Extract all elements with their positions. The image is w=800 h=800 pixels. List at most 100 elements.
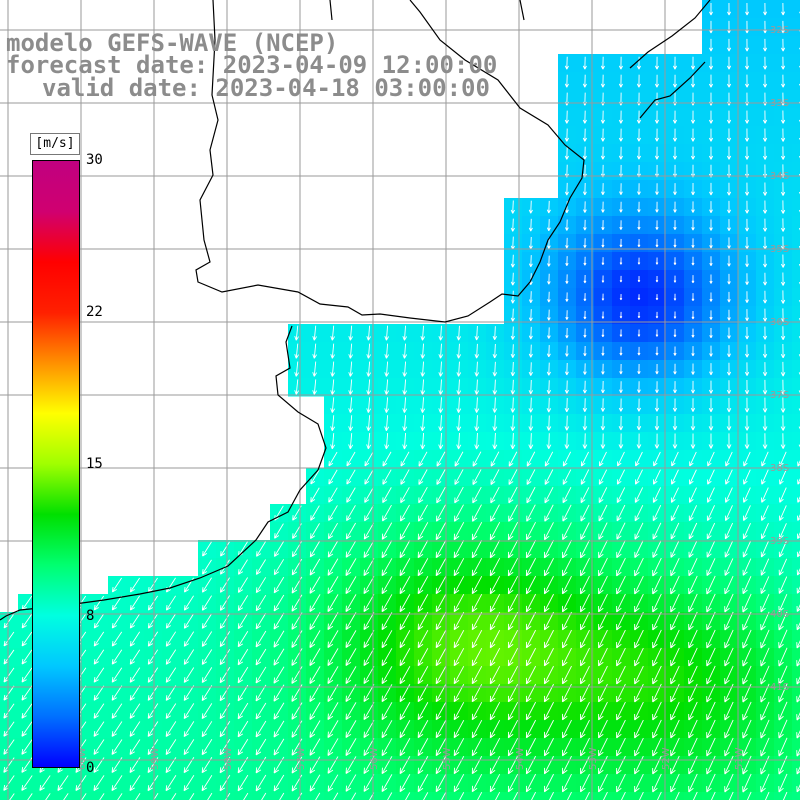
wind-arrow	[706, 540, 716, 558]
wind-arrow	[474, 432, 480, 450]
wind-arrow	[111, 721, 123, 737]
wind-arrow	[582, 415, 588, 431]
wind-arrow	[688, 719, 698, 739]
wind-arrow	[507, 719, 519, 739]
wind-arrow	[616, 755, 626, 775]
wind-arrow	[21, 613, 33, 629]
wind-arrow	[453, 666, 465, 685]
lon-label: 53W	[588, 747, 599, 770]
wind-arrow	[652, 719, 662, 739]
wind-arrow	[636, 128, 642, 142]
wind-arrow	[673, 381, 677, 394]
wind-arrow	[345, 648, 357, 667]
wind-arrow	[600, 415, 606, 431]
wind-arrow	[453, 720, 465, 739]
wind-arrow	[724, 755, 734, 775]
wind-arrow	[709, 274, 713, 284]
wind-arrow	[165, 595, 176, 611]
wind-arrow	[366, 379, 372, 395]
wind-arrow	[255, 702, 267, 720]
wind-arrow	[111, 649, 123, 665]
field-cell	[792, 234, 800, 253]
wind-arrow	[724, 629, 734, 649]
wind-arrow	[616, 557, 626, 577]
field-cell	[702, 792, 721, 800]
field-cell	[612, 792, 631, 800]
wind-arrow	[255, 684, 267, 702]
wind-arrow	[472, 451, 482, 467]
wind-arrow	[309, 756, 321, 774]
field-cell	[792, 72, 800, 91]
wind-arrow	[672, 415, 678, 431]
field-cell	[684, 792, 703, 800]
wind-arrow	[780, 433, 786, 449]
wind-arrow	[525, 755, 537, 775]
wind-arrow	[402, 325, 408, 341]
wind-arrow	[508, 504, 518, 522]
wind-arrow	[562, 629, 572, 649]
wind-arrow	[727, 327, 731, 339]
wind-arrow	[655, 257, 659, 265]
wind-arrow	[420, 397, 426, 413]
wind-arrow	[474, 325, 480, 341]
field-cell	[378, 792, 397, 800]
wind-arrow	[743, 451, 751, 467]
wind-arrow	[583, 363, 587, 375]
wind-arrow	[225, 792, 231, 800]
wind-arrow	[492, 379, 498, 395]
wind-arrow	[616, 540, 626, 559]
wind-arrow	[582, 128, 587, 142]
wind-arrow	[525, 701, 537, 721]
field-cell	[792, 720, 800, 739]
wind-arrow	[453, 648, 465, 667]
wind-arrow	[760, 755, 770, 775]
wind-arrow	[382, 469, 392, 485]
field-cell	[792, 738, 800, 757]
wind-arrow	[510, 254, 515, 268]
wind-arrow	[598, 773, 608, 793]
wind-arrow	[507, 575, 519, 595]
wind-arrow	[637, 257, 641, 265]
lat-label: 32S	[770, 25, 789, 36]
wind-arrow	[363, 612, 375, 631]
wind-arrow	[745, 291, 749, 303]
field-cell	[792, 774, 800, 793]
wind-arrow	[471, 557, 483, 577]
wind-arrow	[780, 290, 786, 304]
wind-arrow	[165, 721, 177, 737]
wind-arrow	[147, 775, 159, 792]
field-cell	[792, 126, 800, 145]
wind-arrow	[273, 576, 285, 594]
wind-arrow	[456, 432, 462, 450]
wind-arrow	[547, 273, 551, 285]
wind-arrow	[456, 343, 462, 359]
field-cell	[792, 648, 800, 667]
wind-arrow	[435, 702, 447, 721]
wind-arrow	[565, 237, 569, 249]
wind-arrow	[492, 361, 498, 377]
wind-arrow	[706, 773, 716, 793]
wind-arrow	[763, 2, 768, 16]
wind-arrow	[243, 792, 249, 800]
field-cell	[792, 558, 800, 577]
lat-label: 35S	[770, 244, 789, 255]
wind-arrow	[183, 685, 195, 701]
wind-arrow	[366, 433, 372, 450]
wind-arrow	[273, 559, 285, 576]
wind-arrow	[652, 593, 662, 613]
wind-arrow	[673, 293, 677, 301]
wind-arrow	[562, 539, 572, 559]
wind-arrow	[417, 594, 429, 613]
wind-arrow	[525, 593, 537, 613]
wind-arrow	[779, 487, 787, 503]
wind-arrow	[638, 791, 644, 800]
wind-arrow	[183, 613, 195, 629]
wind-arrow	[565, 219, 569, 231]
wind-arrow	[435, 558, 447, 577]
wind-arrow	[670, 611, 680, 631]
wind-arrow	[619, 238, 623, 248]
wind-arrow	[129, 739, 141, 755]
wind-arrow	[620, 791, 626, 800]
wind-arrow	[672, 56, 678, 70]
